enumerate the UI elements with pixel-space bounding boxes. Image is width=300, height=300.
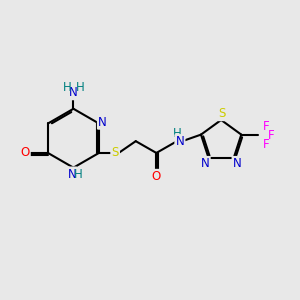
Text: H: H <box>172 127 181 140</box>
Text: N: N <box>69 86 78 99</box>
Text: S: S <box>218 107 225 120</box>
Text: H: H <box>63 81 71 94</box>
Text: H: H <box>76 81 84 94</box>
Text: O: O <box>152 170 161 183</box>
Text: F: F <box>267 129 274 142</box>
Text: N: N <box>68 168 76 181</box>
Text: N: N <box>176 135 184 148</box>
Text: F: F <box>263 120 270 133</box>
Text: F: F <box>263 137 270 151</box>
Text: N: N <box>233 157 242 170</box>
Text: S: S <box>112 146 119 159</box>
Text: N: N <box>201 157 209 170</box>
Text: O: O <box>20 146 30 159</box>
Text: H: H <box>74 168 82 181</box>
Text: N: N <box>98 116 107 128</box>
